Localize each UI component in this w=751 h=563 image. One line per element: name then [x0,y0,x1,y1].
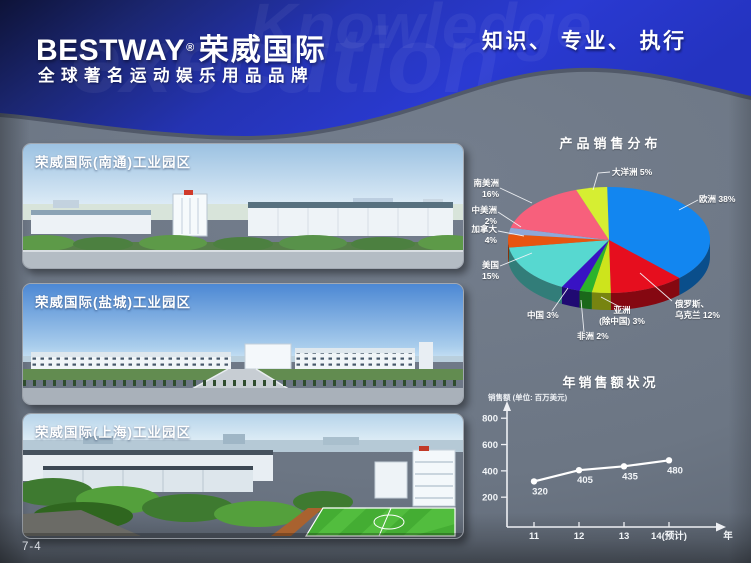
leader-south-america [499,187,533,204]
park-card-yancheng: 荣威国际(盐城)工业园区 [22,283,464,405]
park-card-shanghai: 荣威国际(上海)工业园区 [22,413,464,539]
leader-russia-ukraine [639,272,673,302]
leader-asia [600,296,621,308]
pie-label-south-america: 南美洲 16% [473,178,499,199]
pie-chart-canvas [497,171,711,333]
header-slogan: 知识、 专业、 执行 [482,30,687,53]
leader-canada [497,230,525,237]
svg-text:600: 600 [482,440,498,451]
brand-tagline: 全球著名运动娱乐用品品牌 [38,67,314,85]
pie-slices [507,186,711,311]
leader-central-america [497,211,522,228]
registered-mark: ® [186,42,195,54]
svg-text:480: 480 [667,465,683,476]
pie-label-russia-ukraine: 俄罗斯、 乌克兰 12% [675,299,720,320]
svg-text:年: 年 [723,530,733,542]
svg-text:12: 12 [574,531,585,542]
svg-text:200: 200 [482,493,498,504]
svg-text:435: 435 [622,471,639,482]
page-number: 7-4 [22,541,42,553]
watermark-execution: execution [70,10,499,112]
header-banner: execution Knowledge [0,0,751,140]
leader-europe [678,199,699,211]
pie-label-china: 中国 3% [527,310,559,320]
brand-logo: BESTWAY® 荣威国际 [36,25,327,69]
leader-china [551,287,569,312]
line-chart-title: 年销售额状况 [562,375,659,390]
pie-chart-title: 产品销售分布 [559,136,662,151]
svg-text:13: 13 [619,531,630,542]
pie-label-asia: 亚洲 (除中国) 3% [599,305,645,326]
header-watermarks: execution Knowledge [70,0,591,112]
leader-africa [580,299,585,333]
line-chart: 200 400 600 800 11 12 13 14(预计) 年 320 405 435 480 [482,401,733,542]
leader-usa [499,252,533,267]
pie-label-canada: 加拿大 4% [471,224,497,245]
watermark-knowledge: Knowledge [250,0,591,62]
park-photo-shanghai [23,414,463,538]
leader-oceania [592,171,611,191]
park-photo-yancheng [23,284,463,404]
pie-label-africa: 非洲 2% [577,331,609,341]
pie-label-usa: 美国 15% [481,260,499,281]
pie-chart: 欧洲 38% 俄罗斯、 乌克兰 12% 亚洲 (除中国) 3% 非洲 2% 中国 3… [470,150,751,350]
pie-label-europe: 欧洲 38% [699,194,736,204]
brand-name: BESTWAY [36,34,186,67]
park-card-nantong: 荣威国际(南通)工业园区 [22,143,464,269]
svg-text:320: 320 [532,486,548,497]
svg-text:405: 405 [577,475,594,486]
park-label-nantong: 荣威国际(南通)工业园区 [35,155,191,170]
park-photo-nantong [23,144,463,268]
header-swoosh-shape [0,0,751,136]
svg-text:11: 11 [529,531,540,542]
svg-text:14(预计): 14(预计) [651,530,687,542]
pie-label-central-america: 中美洲 2% [471,205,497,226]
park-label-yancheng: 荣威国际(盐城)工业园区 [35,295,191,310]
line-chart-y-axis-label: 销售额 (单位: 百万美元) [488,393,568,402]
pie-label-oceania: 大洋洲 5% [612,167,653,177]
brand-name-chinese: 荣威国际 [198,34,327,67]
svg-text:800: 800 [482,414,498,425]
svg-text:400: 400 [482,466,498,477]
park-label-shanghai: 荣威国际(上海)工业园区 [35,425,191,440]
